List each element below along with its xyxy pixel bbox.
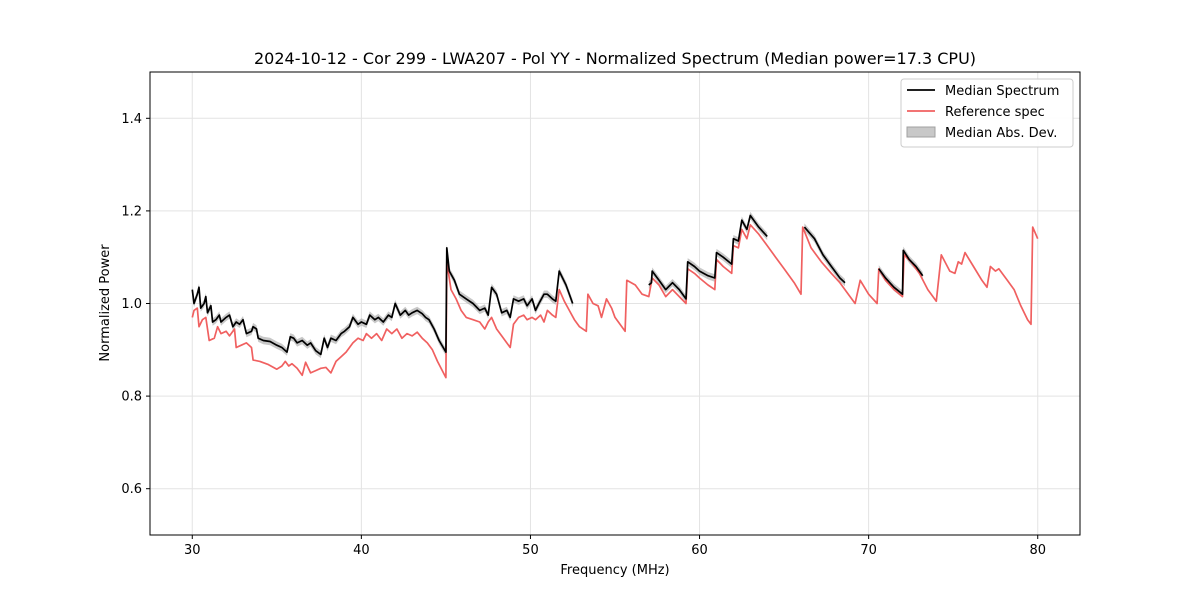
y-tick-label: 1.2 [121,204,142,219]
mad-band [648,211,768,303]
y-tick-label: 1.4 [121,112,142,127]
x-axis-label: Frequency (MHz) [560,563,669,578]
median-series-layer [191,214,924,356]
reference-series-layer [191,223,1039,379]
x-tick-label: 50 [522,543,539,558]
legend-mad-swatch [906,126,936,138]
x-axis-ticks: 30 40 50 60 70 80 [184,535,1046,558]
median-series-line [878,249,924,296]
median-series-line [648,214,768,300]
legend-mad-label: Median Abs. Dev. [945,126,1057,141]
reference-series-line [191,223,1039,379]
legend: Median Spectrum Reference spec Median Ab… [900,78,1074,148]
x-tick-label: 30 [184,543,201,558]
x-tick-label: 70 [860,543,877,558]
y-tick-label: 1.0 [121,297,142,312]
y-axis-ticks: 0.6 0.8 1.0 1.2 1.4 [121,112,150,497]
legend-reference-label: Reference spec [945,105,1045,120]
median-series-line [803,226,846,284]
y-axis-label: Normalized Power [98,244,113,362]
x-tick-label: 40 [353,543,370,558]
legend-median-label: Median Spectrum [945,84,1059,99]
median-series-line [191,247,574,356]
x-tick-label: 60 [691,543,708,558]
y-tick-label: 0.6 [121,482,142,497]
x-tick-label: 80 [1029,543,1046,558]
legend-box [900,78,1074,148]
y-tick-label: 0.8 [121,390,142,405]
chart-title: 2024-10-12 - Cor 299 - LWA207 - Pol YY -… [254,49,976,68]
